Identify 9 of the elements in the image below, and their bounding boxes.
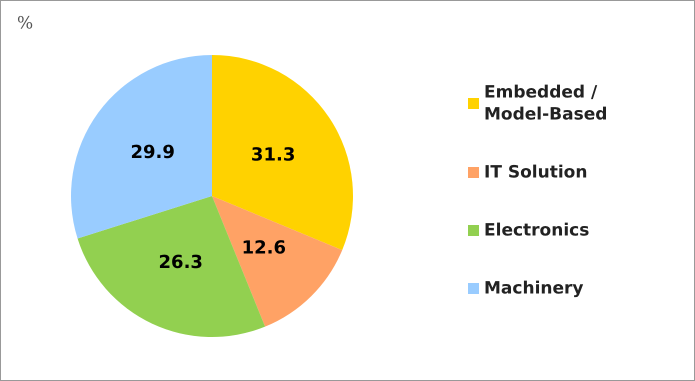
data-label: 12.6 [242,238,286,259]
legend-label: Electronics [484,220,590,240]
data-label: 26.3 [158,252,203,274]
data-label: 29.9 [130,142,175,164]
text: % [17,14,34,34]
data-label: 31.3 [250,144,296,166]
legend-label: IT Solution [484,162,588,182]
legend-label: Embedded / Model-Based [484,82,608,124]
legend-label: Machinery [484,278,584,298]
